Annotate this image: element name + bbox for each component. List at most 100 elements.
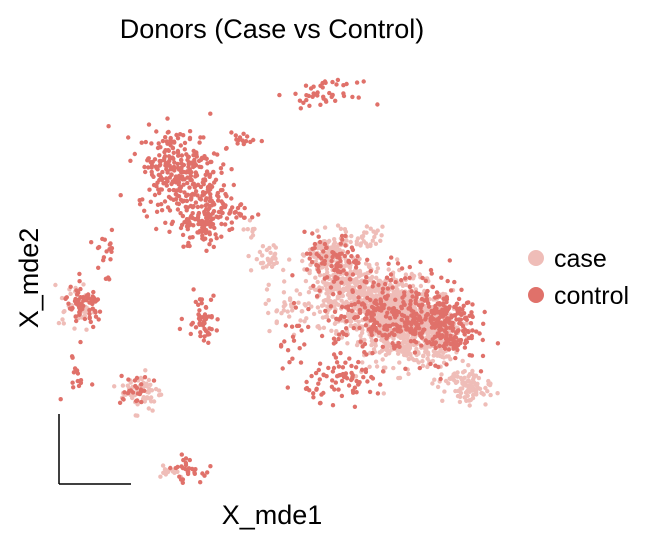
point-control (339, 251, 344, 256)
point-case (335, 223, 341, 228)
point-control (193, 189, 199, 194)
point-control (346, 259, 351, 264)
point-control (187, 135, 193, 141)
point-control (211, 244, 216, 250)
point-case (374, 269, 379, 274)
point-control (87, 316, 92, 321)
point-control (374, 306, 380, 312)
point-control (171, 187, 176, 193)
point-control (297, 98, 303, 103)
point-control (323, 308, 328, 314)
point-control (429, 342, 434, 347)
point-control (429, 271, 434, 276)
point-case (395, 257, 400, 262)
point-control (186, 162, 191, 167)
point-control (368, 268, 373, 274)
point-control (388, 323, 393, 329)
point-case (248, 268, 254, 273)
point-control (330, 79, 335, 85)
point-control (221, 162, 226, 167)
point-control (77, 279, 82, 284)
point-control (364, 275, 369, 280)
point-control (344, 319, 349, 324)
point-control (390, 285, 395, 290)
point-case (354, 282, 359, 288)
point-control (437, 323, 442, 328)
point-control (413, 300, 418, 306)
point-control (350, 272, 356, 277)
point-control (314, 262, 319, 268)
point-control (428, 267, 434, 273)
points-layer (53, 77, 501, 485)
point-control (409, 313, 414, 318)
point-control (343, 243, 348, 248)
point-control (166, 163, 172, 168)
point-control (319, 333, 325, 339)
point-control (180, 177, 185, 182)
point-control (426, 304, 432, 309)
point-control (154, 165, 159, 171)
point-control (278, 342, 284, 348)
point-case (378, 238, 383, 243)
point-case (269, 264, 275, 269)
point-case (359, 234, 365, 239)
point-control (219, 234, 224, 239)
point-control (93, 314, 99, 319)
point-control (442, 296, 447, 301)
point-control (198, 333, 203, 339)
point-control (340, 371, 346, 377)
point-case (362, 230, 367, 235)
point-control (156, 141, 161, 146)
point-case (377, 278, 382, 283)
point-control (290, 356, 295, 361)
point-control (91, 324, 96, 330)
point-control (193, 174, 198, 179)
point-control (175, 207, 181, 212)
point-control (177, 326, 183, 332)
point-case (406, 371, 411, 377)
point-control (173, 465, 179, 471)
point-control (168, 196, 173, 201)
point-control (126, 135, 131, 140)
point-control (181, 169, 187, 175)
point-case (367, 364, 372, 369)
point-control (448, 320, 454, 326)
point-control (435, 331, 440, 336)
point-control (218, 209, 224, 214)
point-control (450, 313, 455, 319)
point-control (240, 138, 245, 143)
point-case (273, 245, 278, 250)
point-control (77, 311, 82, 317)
point-case (61, 321, 66, 326)
point-control (302, 342, 307, 347)
point-control (369, 374, 374, 380)
point-control (478, 369, 484, 374)
point-control (322, 241, 328, 247)
point-control (336, 364, 342, 369)
point-control (453, 355, 458, 361)
point-control (420, 329, 425, 334)
point-case (370, 238, 375, 243)
point-control (303, 83, 309, 88)
point-case (335, 294, 341, 299)
point-control (437, 343, 442, 349)
point-case (260, 265, 266, 270)
point-control (452, 279, 457, 285)
point-case (325, 304, 330, 309)
point-control (208, 159, 213, 165)
point-control (469, 313, 474, 318)
point-control (139, 382, 144, 387)
point-case (313, 275, 318, 280)
point-control (403, 366, 408, 371)
point-control (177, 474, 182, 479)
point-case (420, 359, 425, 364)
point-control (297, 346, 302, 351)
point-control (207, 242, 212, 247)
point-control (163, 135, 168, 140)
point-case (354, 342, 360, 348)
point-case (324, 291, 329, 296)
point-case (158, 474, 163, 479)
point-control (229, 130, 234, 135)
point-control (445, 338, 450, 343)
point-control (316, 381, 321, 386)
